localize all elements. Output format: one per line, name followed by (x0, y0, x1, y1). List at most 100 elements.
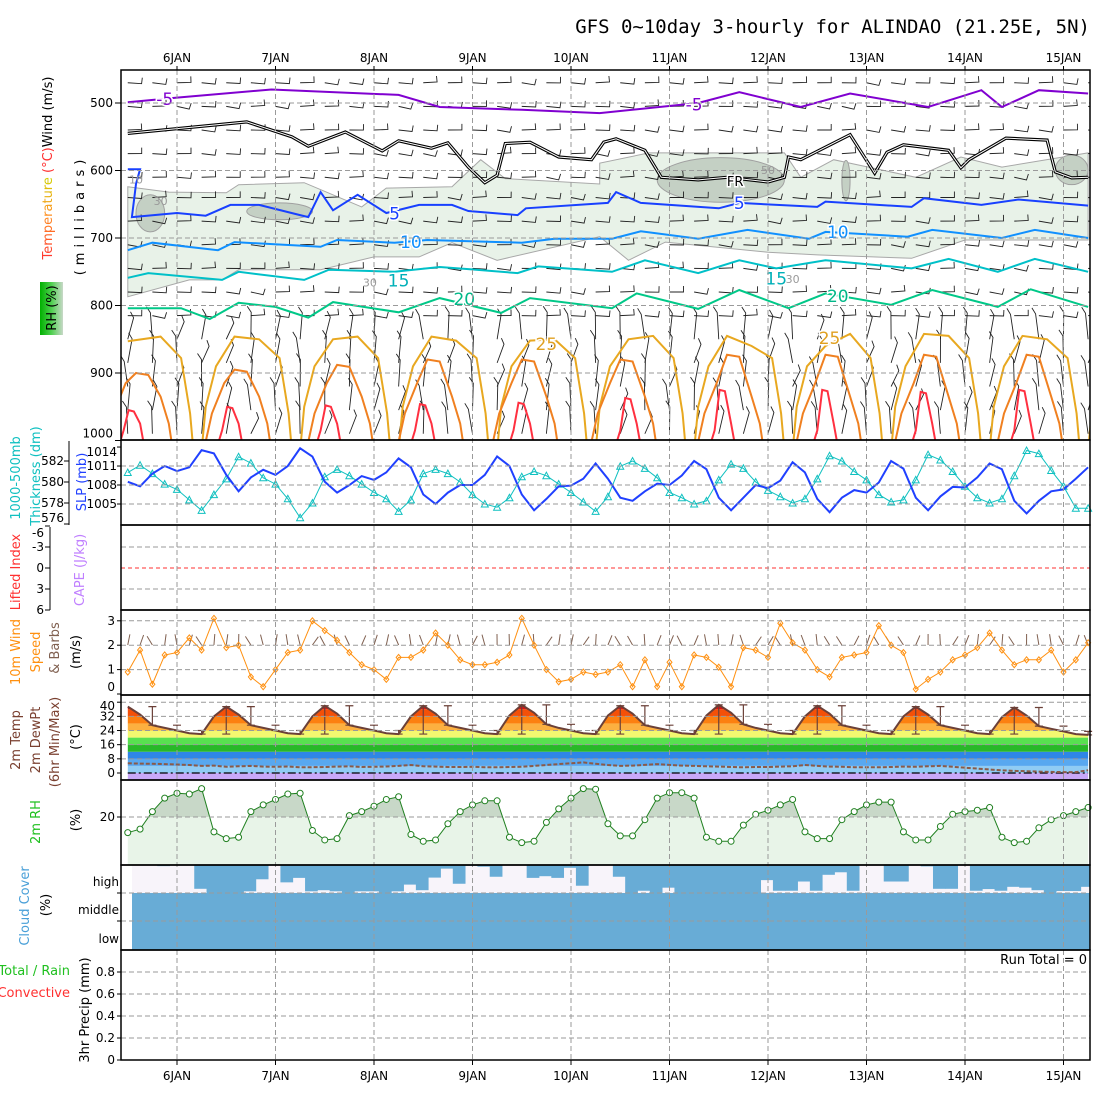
isotherm-35-lobe (218, 405, 243, 440)
wind-barb (349, 237, 364, 246)
pressure-tick-label: 800 (90, 299, 113, 313)
rh2m-point (308, 827, 316, 834)
wind10m-point (629, 682, 636, 691)
wind-barb (743, 264, 759, 271)
wind-barb (174, 377, 180, 411)
wind-barb (940, 191, 955, 198)
wind10m-point (469, 660, 476, 669)
high-cloud-bar (255, 865, 269, 880)
wind-barb (201, 238, 216, 246)
high-cloud-bar (526, 865, 540, 878)
wind-barb (546, 192, 562, 200)
wind-barb (496, 363, 505, 387)
wind10m-barb (373, 634, 378, 646)
wind-barb (563, 307, 572, 340)
wind-barb (669, 214, 684, 222)
wind-barb (1038, 170, 1054, 178)
wind-barb (964, 310, 980, 317)
wind-barb (964, 288, 980, 296)
lifted-index-label: Lifted Index (9, 533, 24, 610)
high-cloud-bar (366, 865, 380, 892)
temp-band (127, 744, 1089, 752)
wind-barb (324, 99, 340, 107)
wind-barb (226, 171, 241, 178)
high-cloud-bar (403, 865, 417, 885)
rh2m-point (850, 808, 858, 816)
wind-barb (989, 123, 1004, 131)
wind10m-barb (730, 634, 734, 646)
wind-barb (127, 263, 143, 271)
high-cloud-bar (612, 865, 626, 877)
wind-barb (546, 309, 561, 317)
li-tick-label: 0 (36, 561, 44, 575)
wind-barb (152, 99, 167, 107)
wind-barb (127, 101, 143, 109)
wind-barb (275, 102, 291, 110)
wind-barb (275, 217, 291, 225)
wind-barb (891, 309, 906, 317)
wind10m-barb (225, 634, 229, 646)
temp-band (127, 723, 1089, 731)
wind-barb (570, 100, 586, 108)
slp-tick-label: 1008 (86, 478, 117, 492)
high-cloud-bar (243, 865, 257, 892)
wind10m-barb (915, 635, 921, 646)
wind10m-point (998, 646, 1006, 654)
rh2m-point (358, 808, 366, 816)
rh2m-point (333, 835, 341, 843)
cape-label: CAPE (J/kg) (73, 534, 88, 606)
day-label-bottom: 12JAN (750, 1069, 786, 1083)
temp-minmax-whisker (419, 705, 428, 735)
wind-barb (398, 217, 414, 225)
rh2m-point (148, 808, 156, 816)
wind10m-barb (319, 635, 326, 646)
wind-barb (841, 404, 848, 434)
high-cloud-bar (391, 865, 404, 892)
wind10m-barb (312, 636, 319, 646)
wind-barb (718, 261, 734, 269)
wind-barb (890, 336, 898, 364)
wind-barb (718, 404, 725, 434)
wind-barb (395, 353, 401, 387)
rh2m-point (382, 795, 390, 803)
wind-barb (348, 378, 353, 411)
wind-barb (349, 262, 364, 269)
wind-barb (767, 311, 783, 319)
wind-barb (176, 172, 192, 179)
wind-barb (472, 287, 488, 294)
grid-lines (121, 70, 1090, 1060)
wind-barb (1038, 240, 1054, 248)
wind-barb (415, 308, 424, 340)
wind-barb (1038, 407, 1046, 434)
wind-barb (324, 215, 340, 223)
wind10m-barb (127, 634, 131, 646)
high-cloud-bar (354, 865, 368, 892)
wind-barb (792, 76, 808, 84)
wind-barb (694, 239, 709, 246)
wind-barb (644, 310, 660, 318)
wind-barb (127, 123, 143, 131)
temp-tick-label: 0 (107, 766, 115, 780)
contour-label: 30 (363, 277, 377, 290)
wind-barb (718, 100, 734, 107)
wind10m-point (924, 675, 932, 684)
wind-barb (595, 263, 611, 270)
wind-barb (620, 237, 635, 246)
wind-barb (841, 192, 857, 200)
wind10m-point (346, 648, 353, 657)
temp-minmax-whisker (443, 705, 452, 726)
wind-barb (423, 309, 438, 317)
wind-barb (890, 364, 900, 387)
wind10m-point (715, 663, 722, 671)
isotherm-20 (127, 288, 1089, 321)
wind10m-barb (976, 634, 979, 646)
rh50-shading (656, 157, 785, 203)
wind-barb (620, 101, 636, 109)
wind-barb (176, 102, 192, 110)
high-cloud-bar (834, 865, 848, 873)
wind-barb (964, 214, 980, 222)
thickness-point (825, 451, 834, 460)
wind10m-point (604, 668, 612, 676)
temp-minmax-whisker (1084, 730, 1093, 736)
wind-barb (595, 150, 611, 157)
